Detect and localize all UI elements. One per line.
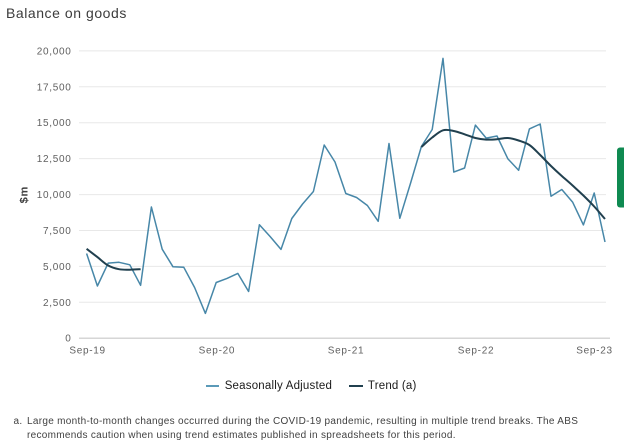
svg-text:$m: $m [19, 186, 31, 203]
svg-text:Sep-22: Sep-22 [458, 346, 494, 357]
svg-text:Sep-23: Sep-23 [576, 346, 612, 357]
svg-text:7,500: 7,500 [43, 226, 72, 237]
svg-text:20,000: 20,000 [37, 46, 72, 57]
svg-text:5,000: 5,000 [43, 262, 72, 273]
svg-text:15,000: 15,000 [37, 118, 72, 129]
svg-text:12,500: 12,500 [37, 154, 72, 165]
svg-text:Sep-21: Sep-21 [328, 346, 364, 357]
svg-text:Sep-20: Sep-20 [199, 346, 235, 357]
svg-text:Sep-19: Sep-19 [69, 346, 105, 357]
svg-text:2,500: 2,500 [43, 298, 72, 309]
svg-text:10,000: 10,000 [37, 190, 72, 201]
svg-text:17,500: 17,500 [37, 82, 72, 93]
svg-text:0: 0 [65, 334, 71, 345]
